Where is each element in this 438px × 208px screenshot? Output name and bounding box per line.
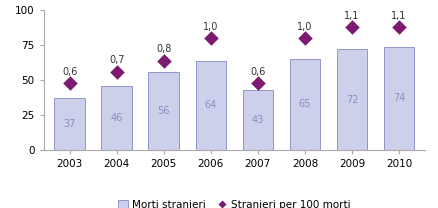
Bar [195, 61, 226, 150]
Point [349, 25, 356, 29]
Bar [337, 50, 367, 150]
Text: 0,6: 0,6 [62, 67, 78, 77]
Text: 37: 37 [64, 119, 76, 129]
Bar [54, 98, 85, 150]
Text: 1,0: 1,0 [297, 22, 313, 32]
Bar [243, 90, 273, 150]
Text: 72: 72 [346, 95, 358, 105]
Bar [102, 86, 132, 150]
Bar [384, 47, 414, 150]
Text: 0,8: 0,8 [156, 44, 171, 54]
Point [207, 37, 214, 40]
Text: 0,7: 0,7 [109, 56, 124, 66]
Bar [290, 59, 320, 150]
Bar [148, 72, 179, 150]
Point [160, 59, 167, 62]
Text: 1,1: 1,1 [391, 11, 406, 21]
Text: 64: 64 [205, 100, 217, 110]
Text: 1,1: 1,1 [344, 11, 360, 21]
Text: 0,6: 0,6 [250, 67, 265, 77]
Text: 56: 56 [158, 106, 170, 116]
Point [66, 81, 73, 84]
Text: 1,0: 1,0 [203, 22, 219, 32]
Text: 74: 74 [393, 93, 405, 103]
Point [301, 37, 308, 40]
Legend: Morti stranieri, Stranieri per 100 morti: Morti stranieri, Stranieri per 100 morti [118, 199, 351, 208]
Text: 65: 65 [299, 99, 311, 109]
Point [254, 81, 261, 84]
Point [396, 25, 403, 29]
Text: 46: 46 [110, 113, 123, 123]
Text: 43: 43 [252, 115, 264, 125]
Point [113, 70, 120, 73]
